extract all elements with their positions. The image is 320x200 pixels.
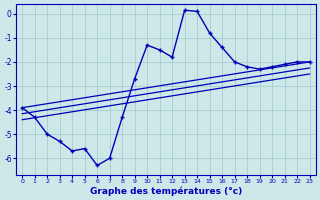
X-axis label: Graphe des températures (°c): Graphe des températures (°c) [90,186,242,196]
